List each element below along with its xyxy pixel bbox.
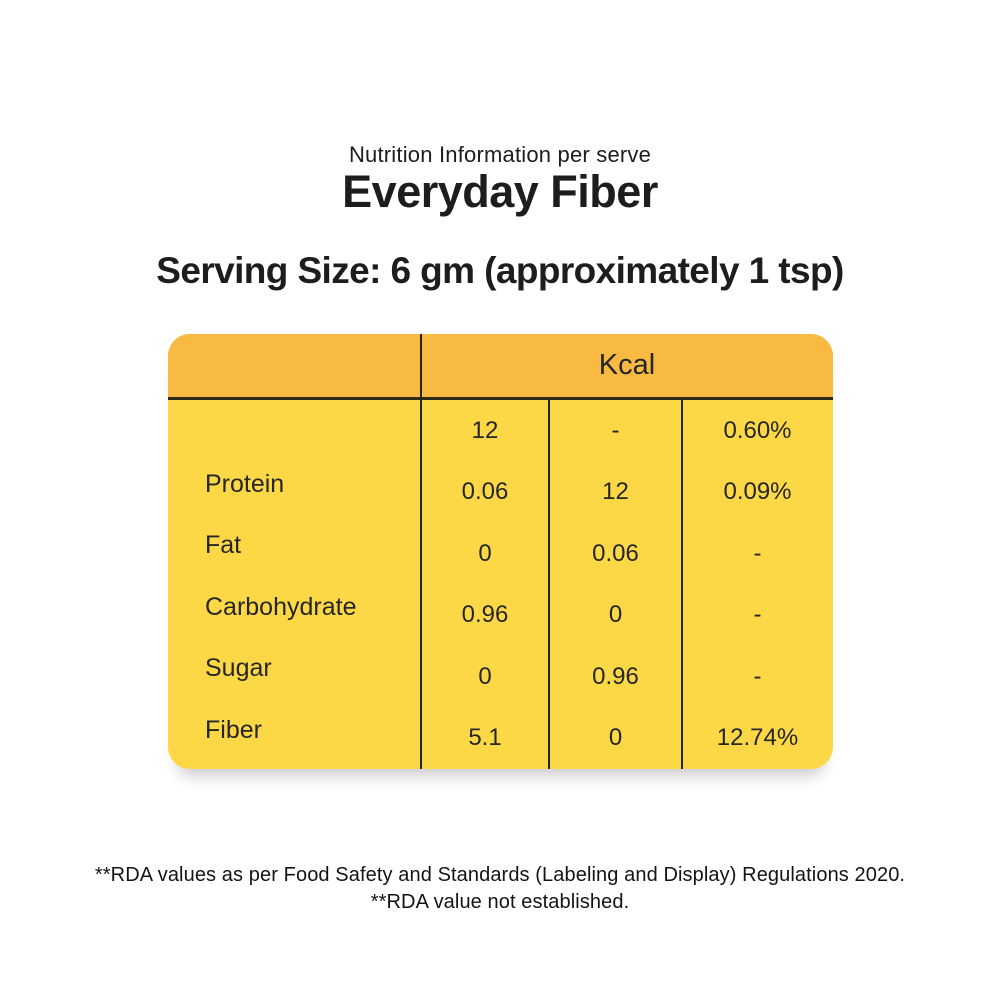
table-row: Fiber 5.1 0 12.74% [168, 708, 833, 770]
table-row: 12 - 0.60% [168, 400, 833, 462]
row-label: Fat [205, 531, 242, 560]
row-value-3: - [753, 539, 762, 567]
footnote-line-2: **RDA value not established. [370, 891, 630, 913]
row-value-1: 0 [478, 662, 492, 690]
row-value-2: 0.06 [592, 539, 639, 567]
row-value-1: 5.1 [468, 724, 502, 752]
kcal-header-label: Kcal [598, 349, 656, 381]
nutrition-table: Kcal 12 - 0.60% Protein 0.06 12 0.09% Fa… [168, 334, 833, 769]
column-divider-1 [420, 334, 422, 769]
page-title: Everyday Fiber [342, 166, 658, 217]
row-value-1: 0 [478, 539, 492, 567]
table-row: Fat 0 0.06 - [168, 523, 833, 585]
row-value-2: 0 [608, 601, 623, 629]
page-subtitle: Nutrition Information per serve [348, 142, 652, 167]
row-value-3: - [753, 662, 762, 690]
row-label: Carbohydrate [205, 592, 357, 621]
table-row: Carbohydrate 0.96 0 - [168, 585, 833, 647]
row-value-3: 0.09% [723, 478, 792, 506]
row-value-2: - [611, 416, 620, 444]
row-value-2: 0 [608, 724, 623, 752]
table-row: Protein 0.06 12 0.09% [168, 462, 833, 524]
row-value-1: 0.96 [461, 601, 509, 629]
row-label: Protein [205, 469, 285, 498]
row-value-2: 0.96 [592, 662, 639, 690]
serving-size-text: Serving Size: 6 gm (approximately 1 tsp) [156, 250, 844, 291]
column-divider-2 [548, 400, 550, 769]
row-value-3: 12.74% [716, 724, 799, 752]
row-value-1: 0.06 [461, 478, 509, 506]
row-value-1: 12 [471, 416, 499, 444]
row-label: Sugar [205, 654, 272, 683]
row-label: Fiber [205, 715, 262, 744]
column-divider-3 [681, 400, 683, 769]
footnote-line-1: **RDA values as per Food Safety and Stan… [94, 864, 906, 886]
table-body: 12 - 0.60% Protein 0.06 12 0.09% Fat 0 0… [168, 400, 833, 769]
row-value-3: 0.60% [723, 416, 792, 444]
table-row: Sugar 0 0.96 - [168, 646, 833, 708]
row-value-3: - [753, 601, 762, 629]
footnotes: **RDA values as per Food Safety and Stan… [0, 862, 1000, 916]
row-value-2: 12 [602, 478, 629, 506]
table-header: Kcal [168, 334, 833, 400]
